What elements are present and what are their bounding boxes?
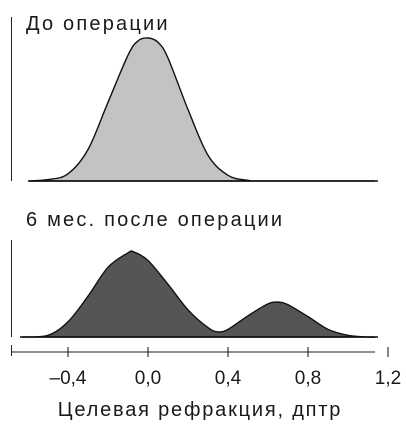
density-area <box>21 250 379 338</box>
density-area <box>27 37 379 182</box>
x-axis-label: Целевая рефракция, дптр <box>58 399 342 421</box>
x-tick-label: 0,8 <box>295 368 321 389</box>
x-axis: –0,4 0,0 0,4 0,8 1,2 Целевая рефракция, дптр <box>11 345 401 421</box>
x-tick-label: 0,0 <box>135 368 161 389</box>
x-tick-label: –0,4 <box>50 368 87 389</box>
panel-title: 6 мес. после операции <box>26 209 284 231</box>
x-tick-label: 1,2 <box>375 368 401 389</box>
panel-title: До операции <box>26 13 170 35</box>
x-tick-label: 0,4 <box>215 368 242 389</box>
panel-2: 6 мес. после операции <box>11 209 379 338</box>
panel-1: До операции <box>11 13 379 182</box>
